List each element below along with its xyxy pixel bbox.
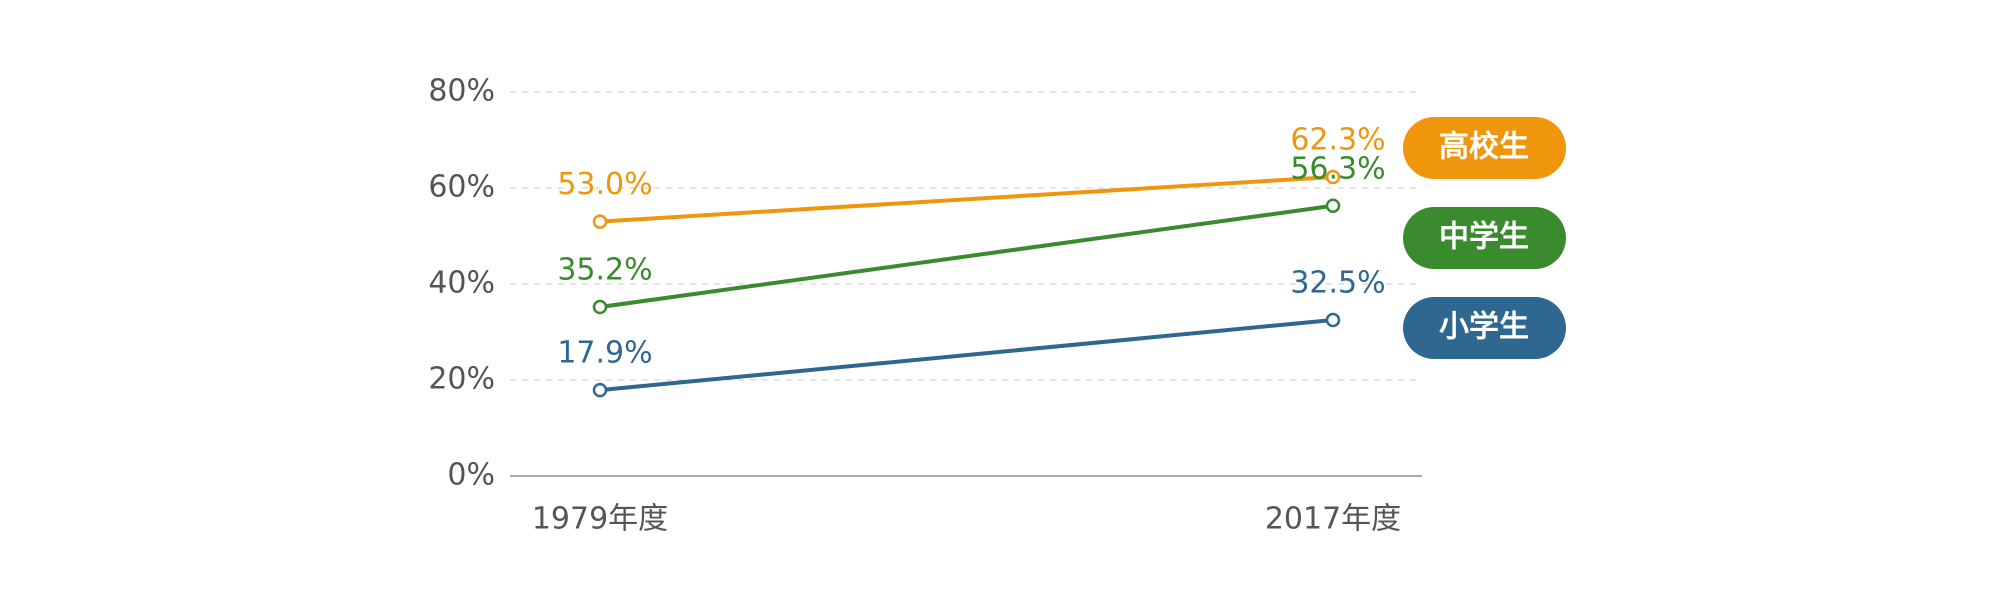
point [1325, 198, 1341, 214]
line [599, 174, 1334, 224]
legend-label: 高校生 [1439, 130, 1529, 165]
data-label: 62.3% [1290, 122, 1385, 157]
line [599, 203, 1334, 310]
y-tick-label: 60% [428, 170, 495, 205]
data-label: 53.0% [557, 167, 652, 202]
point [592, 382, 608, 398]
x-tick-label: 2017年度 [1265, 502, 1401, 537]
line [599, 318, 1334, 393]
legend-pill [1403, 117, 1566, 179]
point [592, 299, 608, 315]
legend-pill [1403, 297, 1566, 359]
legend-pill [1403, 207, 1566, 269]
point [592, 214, 608, 229]
data-label: 35.2% [557, 253, 652, 288]
data-label: 32.5% [1290, 266, 1385, 301]
y-tick-label: 0% [447, 458, 495, 493]
point [1325, 312, 1341, 328]
y-tick-label: 80% [428, 74, 495, 109]
legend-label: 小学生 [1439, 310, 1529, 345]
point [1325, 169, 1341, 185]
data-label: 56.3% [1290, 151, 1385, 186]
legend-label: 中学生 [1439, 220, 1529, 255]
data-label: 17.9% [557, 336, 652, 371]
x-tick-label: 1979年度 [532, 502, 668, 537]
y-tick-label: 40% [428, 266, 495, 301]
y-tick-label: 20% [428, 362, 495, 397]
